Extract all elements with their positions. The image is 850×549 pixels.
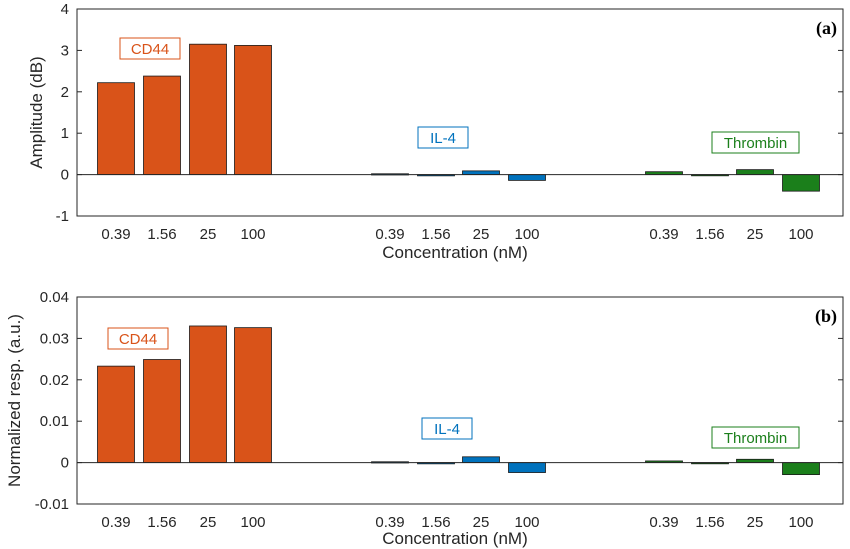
x-tick-label: 25 — [473, 514, 490, 531]
x-tick-label: 1.56 — [147, 226, 176, 243]
bar-il4-25 — [462, 456, 500, 463]
series-label-text: Thrombin — [724, 430, 787, 447]
y-tick-label: 0 — [61, 455, 69, 472]
series-label-box — [711, 131, 800, 154]
x-tick-label: 0.39 — [101, 226, 130, 243]
series-label-thrombin: Thrombin — [711, 426, 800, 449]
y-tick-label: -1 — [56, 208, 69, 225]
series-label-thrombin: Thrombin — [711, 131, 800, 154]
x-tick-label: 1.56 — [695, 514, 724, 531]
bar-cd44-0_39 — [97, 365, 135, 463]
x-tick-label: 25 — [200, 514, 217, 531]
x-tick-label: 100 — [788, 514, 813, 531]
x-tick-label: 0.39 — [101, 514, 130, 531]
x-tick-label: 25 — [200, 226, 217, 243]
series-label-text: Thrombin — [724, 135, 787, 152]
x-tick-label: 0.39 — [375, 226, 404, 243]
bar-thrombin-100 — [782, 174, 820, 192]
x-tick-label: 100 — [240, 514, 265, 531]
series-label-box — [417, 126, 469, 149]
series-label-box — [711, 426, 800, 449]
series-label-text: IL-4 — [430, 130, 456, 147]
x-tick-label: 0.39 — [649, 514, 678, 531]
series-label-text: IL-4 — [434, 421, 460, 438]
bar-thrombin-100 — [782, 462, 820, 476]
x-tick-label: 1.56 — [421, 226, 450, 243]
y-tick-label: 1 — [61, 125, 69, 142]
y-tick-label: 2 — [61, 84, 69, 101]
series-label-il4: IL-4 — [417, 126, 469, 149]
y-tick-label: 4 — [61, 1, 69, 18]
chart-panel-a: -1 0 1 2 3 4 0.39 1.56 25 100 0.39 1.56 25 100 0.39 1.5… — [27, 1, 844, 262]
series-label-il4: IL-4 — [421, 417, 473, 440]
y-tick-label: -0.01 — [35, 496, 69, 513]
y-tick-label: 0 — [61, 167, 69, 184]
series-label-box — [107, 327, 169, 350]
x-tick-label: 1.56 — [147, 514, 176, 531]
x-tick-label: 100 — [514, 514, 539, 531]
bar-il4-100 — [508, 462, 546, 473]
x-axis-label: Concentration (nM) — [382, 243, 528, 262]
x-tick-label: 100 — [788, 226, 813, 243]
x-axis-label: Concentration (nM) — [382, 529, 528, 548]
chart-panel-b: -0.01 0 0.01 0.02 0.03 0.04 0.39 1.56 25 100 0.39 1… — [5, 289, 844, 548]
series-label-box — [119, 37, 181, 60]
x-tick-label: 25 — [473, 226, 490, 243]
y-tick-label: 0.02 — [40, 372, 69, 389]
x-tick-label: 25 — [747, 226, 764, 243]
series-label-cd44: CD44 — [119, 37, 181, 60]
bar-cd44-100 — [234, 327, 272, 463]
panel-label: (b) — [815, 306, 837, 327]
plot-area-frame — [76, 296, 844, 505]
y-tick-label: 0.01 — [40, 413, 69, 430]
bar-cd44-25 — [189, 325, 227, 464]
series-label-text: CD44 — [131, 41, 169, 58]
bar-il4-100 — [508, 174, 546, 181]
bar-cd44-100 — [234, 45, 272, 175]
x-tick-label: 0.39 — [375, 514, 404, 531]
y-axis-label: Amplitude (dB) — [27, 56, 46, 168]
plot-area-frame — [76, 8, 844, 217]
bar-cd44-25 — [189, 43, 227, 176]
series-label-box — [421, 417, 473, 440]
bar-thrombin-25 — [736, 169, 774, 176]
x-tick-label: 1.56 — [695, 226, 724, 243]
x-tick-label: 0.39 — [649, 226, 678, 243]
panel-label: (a) — [816, 18, 837, 39]
x-tick-label: 25 — [747, 514, 764, 531]
series-label-cd44: CD44 — [107, 327, 169, 350]
series-label-text: CD44 — [119, 331, 157, 348]
x-tick-label: 100 — [514, 226, 539, 243]
y-tick-label: 0.04 — [40, 289, 69, 306]
bar-cd44-1_56 — [143, 75, 181, 175]
y-tick-label: 3 — [61, 42, 69, 59]
x-tick-label: 1.56 — [421, 514, 450, 531]
bar-il4-25 — [462, 170, 500, 175]
bar-cd44-0_39 — [97, 82, 135, 175]
bar-cd44-1_56 — [143, 359, 181, 464]
y-tick-label: 0.03 — [40, 330, 69, 347]
x-tick-label: 100 — [240, 226, 265, 243]
y-axis-label: Normalized resp. (a.u.) — [5, 314, 24, 487]
